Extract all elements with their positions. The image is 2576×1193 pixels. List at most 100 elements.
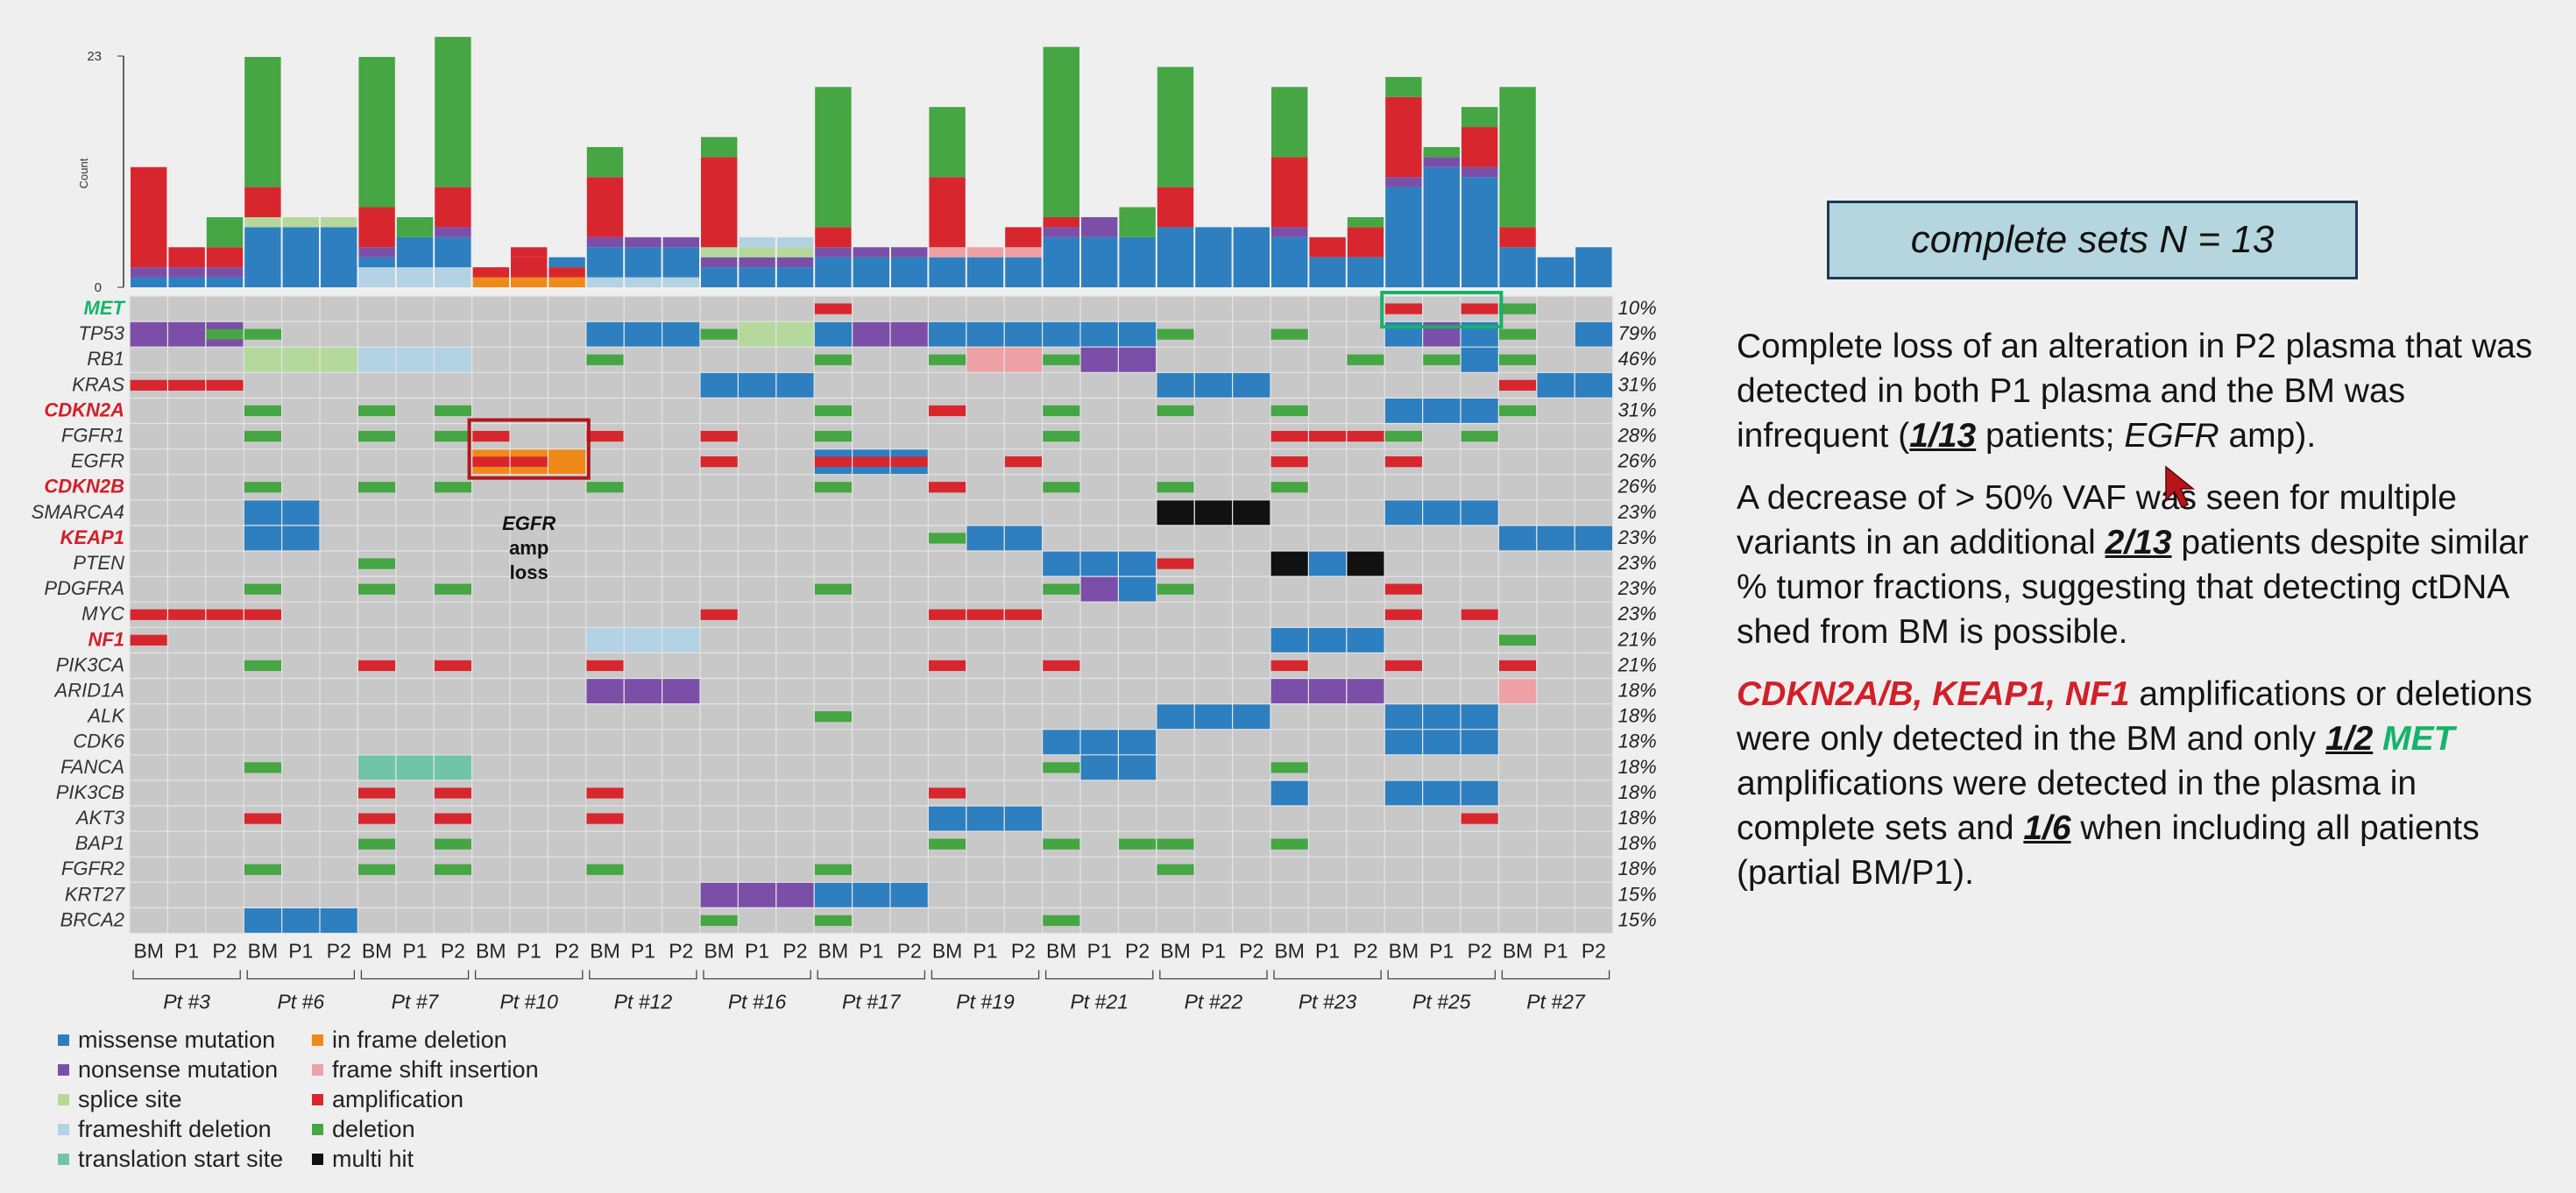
count-bar-segment xyxy=(1157,187,1194,228)
count-bar-segment xyxy=(282,216,319,228)
sample-label: P2 xyxy=(1353,940,1377,963)
alteration-cell xyxy=(814,711,853,723)
legend-item: splice site xyxy=(58,1086,182,1113)
patient-bracket xyxy=(246,970,356,980)
gene-label: FGFR2 xyxy=(61,858,124,879)
gene-frequency: 15% xyxy=(1618,883,1657,905)
count-bar-segment xyxy=(511,257,548,278)
alteration-cell xyxy=(1080,321,1118,348)
count-bar-segment xyxy=(586,146,624,178)
alteration-cell xyxy=(1080,576,1118,603)
alteration-cell xyxy=(1157,838,1194,850)
alteration-cell xyxy=(1157,405,1194,417)
alteration-cell xyxy=(1537,525,1575,551)
gene-frequency: 15% xyxy=(1618,908,1657,930)
legend-item: deletion xyxy=(312,1116,415,1143)
alteration-cell xyxy=(586,864,624,875)
alteration-cell xyxy=(1384,430,1423,442)
count-bar-segment xyxy=(739,247,775,258)
sample-label: BM xyxy=(590,940,620,963)
alteration-cell xyxy=(1118,321,1157,348)
patient-bracket xyxy=(589,970,697,980)
count-bar-segment xyxy=(511,277,548,287)
count-bar-segment xyxy=(701,257,738,268)
gene-label: AKT3 xyxy=(74,807,125,829)
count-bar-segment xyxy=(891,247,928,258)
count-bar-segment xyxy=(321,216,357,228)
gene-frequency: 31% xyxy=(1618,399,1657,420)
alteration-cell xyxy=(700,882,738,908)
alteration-cell xyxy=(1080,347,1118,373)
alteration-cell xyxy=(1270,762,1308,773)
alteration-cell xyxy=(814,482,853,493)
alteration-cell xyxy=(1118,576,1157,603)
alteration-cell xyxy=(357,754,396,780)
alteration-cell xyxy=(1118,551,1157,577)
gene-frequency: 21% xyxy=(1617,628,1657,650)
sample-label: BM xyxy=(1274,940,1305,963)
count-bar-segment xyxy=(1043,46,1079,217)
alteration-cell xyxy=(853,321,890,348)
alteration-cell xyxy=(662,678,700,704)
sample-label: BM xyxy=(704,940,734,963)
count-bar-segment xyxy=(131,277,167,287)
alteration-cell xyxy=(1461,729,1498,755)
count-bar-segment xyxy=(1385,177,1422,187)
alteration-cell xyxy=(1575,525,1613,551)
oncoprint-chart: 0 23 Count MET 10% TP53 79% RB1 46% KRAS 31% CDKN2… xyxy=(32,37,1657,1013)
count-bar-segment xyxy=(662,236,699,248)
gene-frequency: 21% xyxy=(1617,653,1657,675)
alteration-cell xyxy=(1233,703,1270,730)
alteration-cell xyxy=(1080,754,1118,780)
alteration-cell xyxy=(1347,627,1384,653)
sample-label: BM xyxy=(362,940,393,963)
alteration-cell xyxy=(1461,303,1498,314)
alteration-cell xyxy=(244,660,282,672)
count-bar-segment xyxy=(396,216,434,237)
count-bar-segment xyxy=(1271,236,1308,287)
alteration-cell xyxy=(1118,754,1157,780)
sample-label: P1 xyxy=(517,940,541,963)
legend-swatch xyxy=(58,1034,69,1046)
count-bar-segment xyxy=(168,267,205,278)
count-bar-segment xyxy=(701,247,738,258)
alteration-cell xyxy=(206,609,244,620)
fraction-1-13: 1/13 xyxy=(1909,417,1977,455)
alteration-cell xyxy=(738,321,776,348)
alteration-cell xyxy=(814,864,853,875)
gene-label: CDK6 xyxy=(73,731,124,752)
alteration-cell xyxy=(1498,354,1537,365)
gene-egfr: EGFR xyxy=(2124,417,2219,455)
alteration-cell xyxy=(1043,583,1080,595)
gene-frequency: 31% xyxy=(1618,373,1657,395)
count-bar-segment xyxy=(1081,236,1118,287)
count-bar-segment xyxy=(1157,67,1194,187)
count-bar-segment xyxy=(1385,76,1422,97)
patient-bracket xyxy=(817,970,926,980)
count-bar-segment xyxy=(815,87,852,228)
sample-label: P1 xyxy=(402,940,427,963)
alteration-cell xyxy=(1043,729,1080,755)
alteration-cell xyxy=(1043,838,1080,850)
count-bar-segment xyxy=(1271,157,1308,228)
alteration-cell xyxy=(1461,430,1498,442)
count-bar-segment xyxy=(244,227,281,287)
alteration-cell xyxy=(1270,456,1308,468)
alteration-cell xyxy=(1498,379,1537,391)
sample-label: P2 xyxy=(212,940,237,963)
alteration-cell xyxy=(966,525,1004,551)
legend-label: deletion xyxy=(332,1116,415,1142)
gene-frequency: 18% xyxy=(1618,756,1657,778)
alteration-cell xyxy=(928,533,966,544)
alteration-cell xyxy=(1043,660,1080,672)
sample-label: P2 xyxy=(1468,940,1492,963)
alteration-cell xyxy=(130,634,167,646)
alteration-cell xyxy=(624,678,662,704)
patient-label: Pt #25 xyxy=(1412,991,1471,1013)
alteration-cell xyxy=(1157,558,1194,569)
count-bar-segment xyxy=(472,277,509,287)
patient-bracket xyxy=(360,970,470,980)
patient-bracket xyxy=(1387,970,1497,980)
alteration-cell xyxy=(244,762,282,773)
count-bar-segment xyxy=(168,277,205,287)
